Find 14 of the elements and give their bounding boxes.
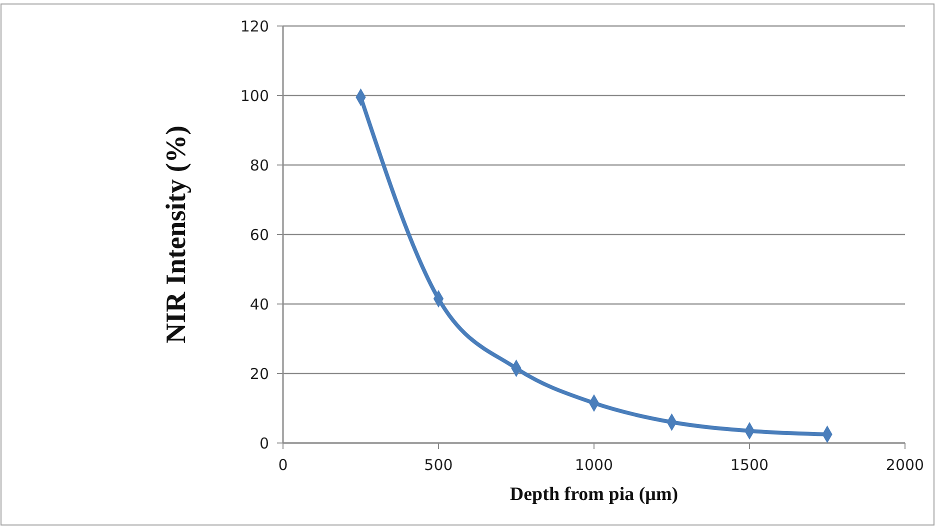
y-tick-label: 100 — [240, 86, 269, 105]
x-tick-label: 1000 — [574, 456, 614, 474]
x-tick-label: 2000 — [886, 456, 924, 474]
y-tick-label: 120 — [240, 17, 269, 36]
y-tick-label: 40 — [250, 295, 269, 314]
y-axis-title: NIR Intensity (%) — [161, 126, 192, 344]
y-tick-label: 0 — [259, 434, 269, 452]
x-tick-label: 500 — [424, 456, 453, 474]
y-tick-label: 80 — [250, 156, 269, 174]
x-tick-label: 1500 — [730, 456, 769, 474]
y-tick-label: 20 — [250, 364, 269, 383]
x-axis-title: Depth from pia (μm) — [510, 484, 678, 505]
y-tick-label: 60 — [250, 226, 269, 244]
x-tick-label: 0 — [278, 456, 288, 474]
